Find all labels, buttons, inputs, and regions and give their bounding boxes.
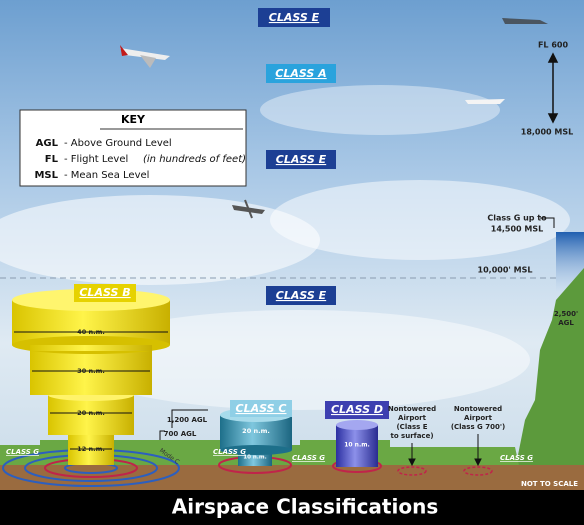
agl2500: AGL xyxy=(558,319,574,327)
msl18000: 18,000 MSL xyxy=(521,128,573,137)
ring-label: 10 n.m. xyxy=(344,442,370,449)
class-g-label: CLASS G xyxy=(6,448,39,456)
class-g-upto: Class G up to xyxy=(487,214,547,223)
nontowered-label: (Class G 700') xyxy=(451,423,505,431)
nontowered-label: to surface) xyxy=(390,432,433,440)
fl600: FL 600 xyxy=(538,41,568,50)
ring-label: 20 n.m. xyxy=(242,427,270,435)
floor-label: 1,200 AGL xyxy=(167,416,208,424)
airspace-diagram: CLASS E CLASS A CLASS E CLASS E FL 600 1… xyxy=(0,0,584,525)
key-title: KEY xyxy=(121,113,146,126)
class-g-upto: 14,500 MSL xyxy=(491,225,543,234)
key-box: KEY AGL - Above Ground Level FL - Flight… xyxy=(20,110,246,186)
class-g-label: CLASS G xyxy=(292,454,325,462)
key-desc: - Above Ground Level xyxy=(64,138,172,149)
key-note: (in hundreds of feet) xyxy=(143,154,246,165)
class-d-label: CLASS D xyxy=(331,403,383,416)
agl2500: 2,500' xyxy=(554,310,578,318)
floor-label: 700 AGL xyxy=(164,430,197,438)
class-g-label: CLASS G xyxy=(213,448,246,456)
class-e-low: CLASS E xyxy=(276,289,327,302)
ring-label: 12 n.m. xyxy=(77,445,105,453)
class-g-label: CLASS G xyxy=(500,454,533,462)
ring-label: 40 n.m. xyxy=(77,328,105,336)
ring-label: 30 n.m. xyxy=(77,367,105,375)
page-title: Airspace Classifications xyxy=(172,495,438,519)
ring-label: 10 n.m. xyxy=(243,455,266,461)
class-a: CLASS A xyxy=(275,67,326,80)
key-abbr: MSL xyxy=(34,170,58,181)
nontowered-label: (Class E xyxy=(396,423,427,431)
class-c-label: CLASS C xyxy=(236,402,287,415)
msl10000: 10,000' MSL xyxy=(478,266,533,275)
key-desc: - Mean Sea Level xyxy=(64,170,149,181)
nontowered-label: Nontowered xyxy=(454,405,502,413)
ring-label: 20 n.m. xyxy=(77,409,105,417)
key-desc: - Flight Level xyxy=(64,154,128,165)
nontowered-label: Nontowered xyxy=(388,405,436,413)
class-e-mid: CLASS E xyxy=(276,153,327,166)
key-abbr: FL xyxy=(45,154,59,165)
nontowered-label: Airport xyxy=(464,414,493,422)
nontowered-label: Airport xyxy=(398,414,427,422)
scale-note: NOT TO SCALE xyxy=(521,480,578,488)
class-e-top: CLASS E xyxy=(269,11,320,24)
class-b-label: CLASS B xyxy=(79,286,130,299)
key-abbr: AGL xyxy=(36,138,59,149)
